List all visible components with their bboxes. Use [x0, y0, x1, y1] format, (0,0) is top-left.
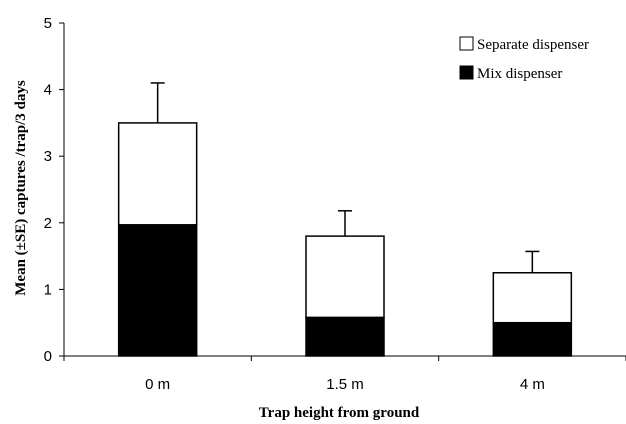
x-tick-label: 1.5 m	[326, 376, 364, 393]
y-tick-label: 5	[44, 15, 52, 32]
legend-label-mix: Mix dispenser	[477, 66, 562, 82]
legend-swatch-mix	[459, 65, 474, 80]
legend-label-separate: Separate dispenser	[477, 37, 589, 53]
legend: Separate dispenser Mix dispenser	[459, 36, 589, 82]
y-tick-label: 3	[44, 148, 52, 165]
bar-segment-mix	[492, 321, 573, 357]
legend-swatch-separate	[459, 36, 474, 51]
bar-segment-mix	[305, 316, 385, 357]
x-tick-label: 0 m	[145, 376, 170, 393]
y-tick-label: 4	[44, 82, 52, 99]
bar-segment-separate	[492, 272, 573, 324]
y-tick-label: 0	[44, 348, 52, 365]
bar-segment-mix	[117, 224, 198, 357]
bar-segment-separate	[305, 235, 385, 319]
y-tick-label: 2	[44, 215, 52, 232]
x-axis-ticks: 0 m 1.5 m 4 m	[63, 356, 626, 393]
y-tick-label: 1	[44, 281, 52, 298]
x-axis-title: Trap height from ground	[259, 405, 420, 421]
x-tick-label: 4 m	[520, 376, 545, 393]
y-axis-title: Mean (±SE) captures /trap/3 days	[13, 80, 29, 296]
y-axis-ticks: 0 1 2 3 4 5	[44, 15, 64, 365]
plot-area	[117, 82, 573, 357]
bar-segment-separate	[117, 122, 198, 226]
